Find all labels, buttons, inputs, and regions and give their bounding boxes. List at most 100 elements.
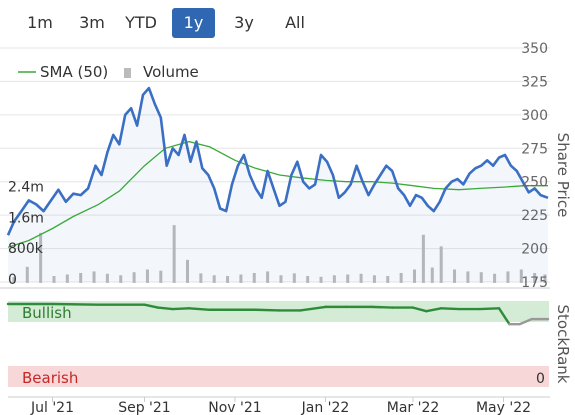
stockrank-line [6,302,550,326]
sma-legend-label: SMA (50) [40,63,108,81]
volume-bar [412,269,416,283]
date-tick-label: May '22 [476,400,531,415]
price-tick-label: 225 [521,208,548,224]
volume-bar [479,272,483,283]
volume-bar [12,277,16,283]
price-tick-label: 200 [521,242,548,258]
price-line[interactable] [6,86,549,236]
stockrank-segment [478,307,501,311]
volume-bar [430,267,434,283]
volume-bar [186,259,190,283]
volume-bar [439,246,443,283]
stockrank-segment [425,307,443,313]
volume-bar [172,225,176,283]
volume-bar [279,275,283,283]
volume-bar [421,234,425,283]
range-button-all[interactable]: All [274,8,316,38]
stockrank-segment [497,307,511,326]
bullish-label: Bullish [22,304,72,322]
volume-tick-label: 2.4m [8,179,44,195]
volume-bar [145,269,149,283]
price-area [8,88,548,282]
bearish-label: Bearish [22,369,78,387]
stockrank-segment [187,307,211,311]
volume-legend-label: Volume [143,63,199,81]
bearish-zone [8,366,549,387]
stockrank-segment [518,317,533,326]
volume-bar [493,273,497,283]
price-axis-ticks: 175 200 225 250 275 300 325 350 [521,41,548,291]
volume-bar [199,273,203,283]
price-tick-label: 325 [521,74,548,90]
volume-bar [79,272,83,283]
volume-bar [332,275,336,283]
volume-bar [519,269,523,283]
volume-tick-label: 0 [8,272,17,288]
volume-bar [25,266,29,283]
stockrank-axis-title: StockRank [554,305,572,384]
stockrank-segment [370,305,394,309]
date-tick-label: Jan '22 [301,400,350,415]
date-tick-label: Nov '21 [208,400,261,415]
volume-bar [252,272,256,283]
price-tick-label: 350 [521,41,548,57]
sma-line [7,140,548,248]
range-button-1y[interactable]: 1y [172,8,215,38]
stockrank-segment [254,308,281,312]
volume-tick-label: 800k [8,241,44,257]
volume-bar [105,273,109,283]
volume-bar [399,272,403,283]
stockrank-segment [171,307,191,311]
volume-bar [226,276,230,283]
stockrank-segment [299,305,327,312]
volume-bar [346,274,350,283]
volume-bar [359,273,363,283]
price-tick-label: 275 [521,141,548,157]
volume-bar [119,275,123,283]
volume-bar [132,272,136,283]
date-axis-ticks: Jul '21 Sep '21 Nov '21 Jan '22 Mar '22 May '… [30,397,531,415]
stockrank-segment [51,302,100,306]
volume-bar [212,275,216,283]
volume-bar [533,272,537,283]
volume-bar [372,275,376,283]
price-tick-label: 250 [521,175,548,191]
range-button-ytd[interactable]: YTD [118,8,164,38]
volume-bars [12,225,547,283]
volume-bar [319,276,323,283]
volume-bar [52,276,56,283]
volume-legend-swatch [124,68,131,78]
stockrank-segment [156,306,174,311]
stockrank-segment [143,303,160,309]
stockrank-zero-label: 0 [536,371,545,387]
volume-bar [159,270,163,283]
range-button-3y[interactable]: 3y [224,8,264,38]
volume-bar [266,271,270,283]
volume-bar [65,274,69,283]
volume-bar [466,271,470,283]
volume-bar [292,273,296,283]
date-tick-label: Jul '21 [30,400,74,415]
volume-bar [306,276,310,283]
date-tick-label: Sep '21 [118,400,171,415]
range-button-1m[interactable]: 1m [20,8,60,38]
volume-bar [239,274,243,283]
price-axis-title: Share Price [554,133,572,218]
stockrank-segment [411,306,428,313]
range-selector: 1m 3m YTD 1y 3y All [0,0,575,40]
volume-bar [453,269,457,283]
volume-axis-ticks: 0 800k 1.6m 2.4m [8,179,44,288]
price-tick-label: 300 [521,108,548,124]
price-tick-label: 175 [521,275,548,291]
legend: SMA (50) Volume [18,63,199,81]
volume-bar [506,271,510,283]
volume-bar [92,271,96,283]
volume-tick-label: 1.6m [8,210,44,226]
volume-bar [386,276,390,283]
volume-bar [39,232,43,283]
date-tick-label: Mar '22 [387,400,440,415]
stockrank-segment [439,307,461,311]
range-button-3m[interactable]: 3m [72,8,112,38]
volume-bar [543,274,547,283]
